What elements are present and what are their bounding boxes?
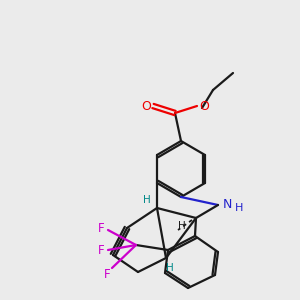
Text: F: F	[98, 244, 104, 256]
Text: N: N	[222, 197, 232, 211]
Text: H: H	[143, 195, 151, 205]
Text: F: F	[98, 223, 104, 236]
Text: F: F	[104, 268, 110, 281]
Text: O: O	[141, 100, 151, 112]
Text: H: H	[178, 221, 186, 231]
Text: H: H	[166, 263, 174, 273]
Text: H: H	[235, 203, 243, 213]
Text: O: O	[199, 100, 209, 112]
